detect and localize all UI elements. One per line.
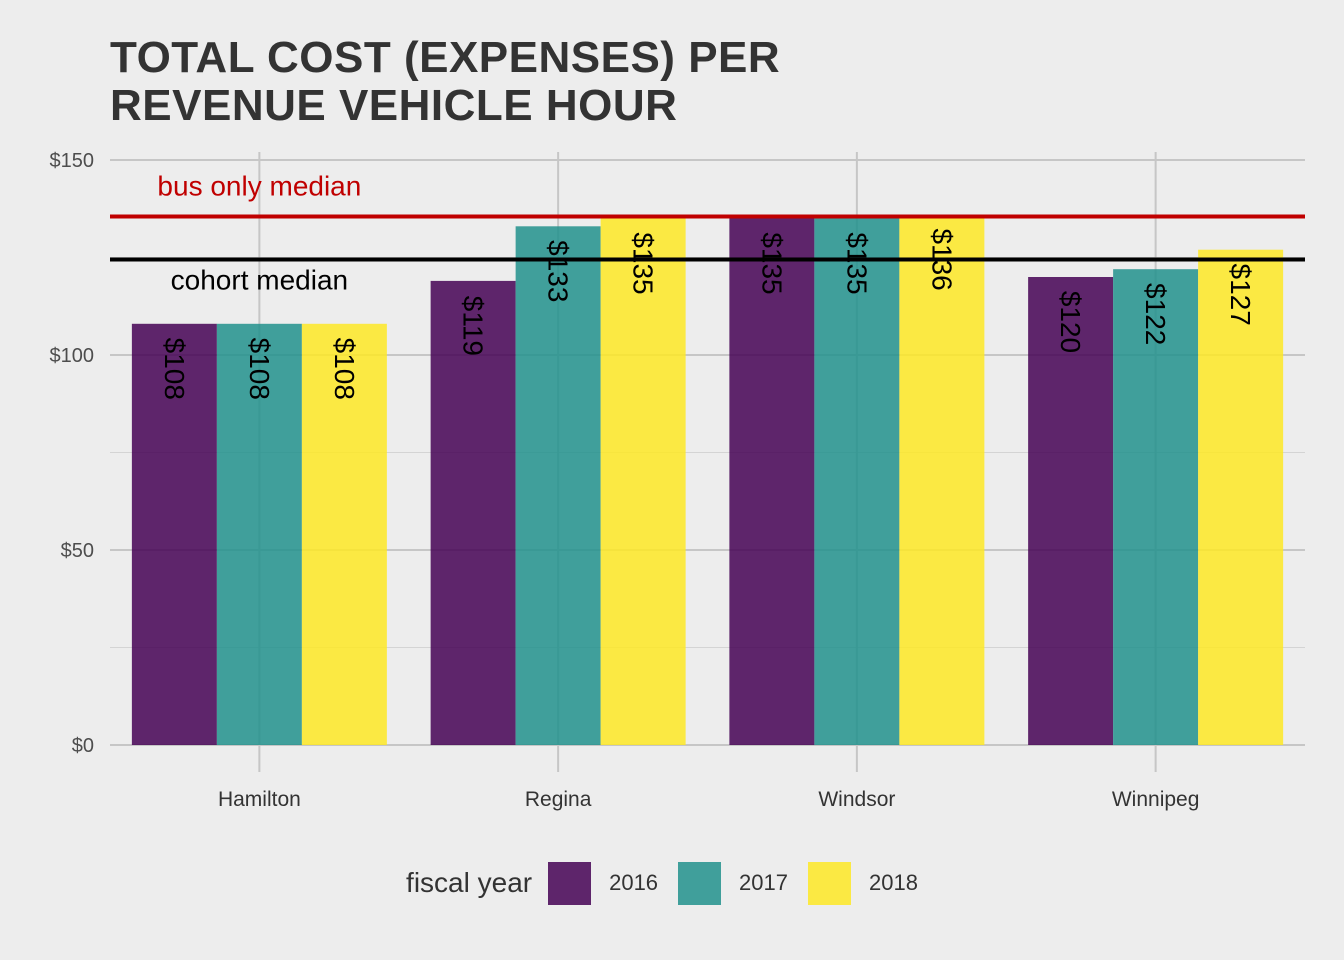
bar-value-label: $108 (159, 338, 190, 400)
legend-swatch-2018 (808, 861, 851, 905)
legend-title: fiscal year (406, 867, 533, 898)
x-tick-label: Windsor (818, 788, 895, 811)
bus-only-median-label: bus only median (157, 171, 361, 202)
bar-value-label: $122 (1140, 283, 1171, 345)
bar-chart: $0 $50 $100 $150 Hamilton Regina Windsor Winnip… (50, 150, 1305, 811)
x-tick-label: Winnipeg (1112, 788, 1200, 811)
bar-value-label: $135 (628, 232, 659, 294)
bar-2017-regina (515, 226, 601, 746)
y-tick-label: $100 (50, 345, 95, 367)
bar-value-label: $108 (244, 338, 275, 400)
bar-2017-windsor (814, 218, 900, 745)
x-tick-label: Regina (525, 788, 592, 811)
chart-title-line-2: REVENUE VEHICLE HOUR (110, 81, 678, 130)
y-tick-label: $0 (72, 735, 94, 757)
bar-2016-regina (430, 280, 516, 745)
y-tick-label: $150 (50, 150, 95, 172)
bar-value-label: $120 (1055, 291, 1086, 353)
bar-2018-hamilton (301, 323, 387, 745)
chart-title-line-1: TOTAL COST (EXPENSES) PER (110, 33, 781, 82)
legend-item-2018: 2018 (808, 861, 918, 905)
bar-value-label: $135 (841, 232, 872, 294)
bar-2018-regina (600, 218, 686, 745)
legend-item-2016: 2016 (548, 861, 659, 905)
bar-2017-winnipeg (1113, 269, 1199, 745)
y-tick-label: $50 (61, 540, 94, 562)
legend: fiscal year 2016 2017 2018 (0, 860, 1344, 906)
legend-swatch-2017 (678, 861, 722, 905)
cohort-median-label: cohort median (171, 264, 348, 295)
bar-value-label: $136 (926, 228, 957, 290)
bar-2016-hamilton (131, 323, 217, 745)
legend-label-2017: 2017 (739, 870, 788, 895)
bar-value-label: $135 (756, 232, 787, 294)
bar-2017-hamilton (216, 323, 302, 745)
chart-title: TOTAL COST (EXPENSES) PER REVENUE VEHICL… (110, 34, 780, 130)
legend-item-2017: 2017 (678, 861, 788, 905)
legend-label-2016: 2016 (609, 870, 659, 895)
legend-label-2018: 2018 (869, 870, 918, 895)
bar-2018-winnipeg (1198, 249, 1284, 745)
bar-value-label: $127 (1225, 264, 1256, 326)
bar-2016-windsor (729, 218, 815, 745)
legend-swatch-2016 (548, 861, 592, 905)
bar-2018-windsor (899, 214, 985, 746)
x-tick-label: Hamilton (218, 788, 301, 811)
bar-value-label: $108 (329, 338, 360, 400)
bar-2016-winnipeg (1028, 277, 1114, 745)
bar-value-label: $133 (543, 240, 574, 302)
bar-value-label: $119 (458, 296, 489, 356)
